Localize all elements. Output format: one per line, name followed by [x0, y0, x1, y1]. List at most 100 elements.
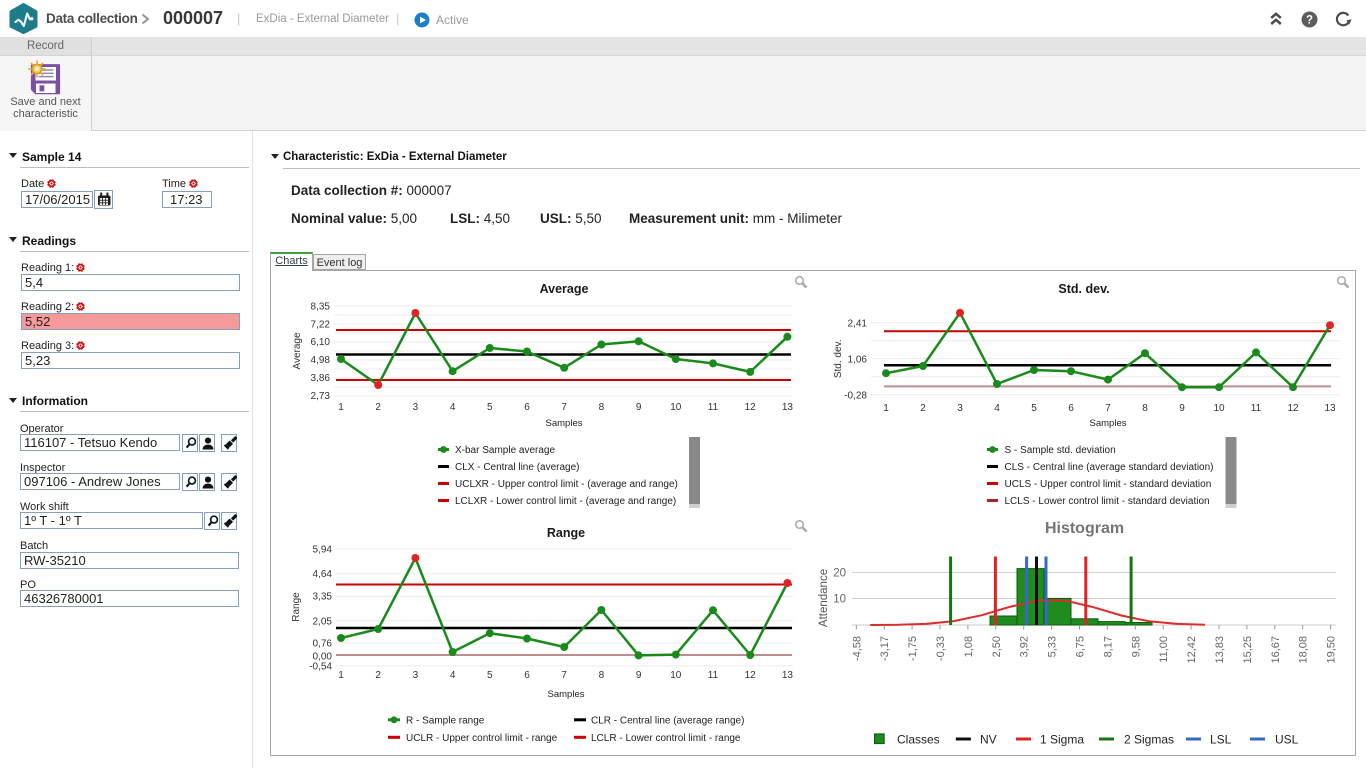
svg-text:-1,75: -1,75 [907, 636, 919, 661]
svg-text:12: 12 [1287, 403, 1299, 414]
svg-text:Histogram: Histogram [1045, 520, 1124, 537]
svg-text:10: 10 [1213, 403, 1225, 414]
svg-text:13: 13 [1324, 403, 1336, 414]
svg-text:2,41: 2,41 [848, 318, 868, 329]
svg-text:6: 6 [524, 402, 530, 413]
svg-text:2,05: 2,05 [313, 616, 333, 627]
svg-text:4: 4 [450, 670, 456, 681]
svg-text:11: 11 [708, 670, 719, 681]
svg-text:Average: Average [292, 332, 303, 370]
svg-text:3: 3 [413, 670, 419, 681]
svg-text:1,08: 1,08 [963, 636, 975, 657]
svg-text:5: 5 [487, 670, 493, 681]
svg-text:1: 1 [338, 402, 344, 413]
svg-text:CLS - Central line (average st: CLS - Central line (average standard dev… [1005, 462, 1214, 473]
svg-text:6: 6 [524, 670, 530, 681]
svg-text:11: 11 [1251, 403, 1262, 414]
svg-text:UCLXR - Upper control limit -: UCLXR - Upper control limit - (average a… [455, 479, 678, 490]
svg-text:USL: USL [1275, 733, 1299, 747]
svg-text:NV: NV [980, 733, 997, 747]
svg-text:S - Sample std. deviation: S - Sample std. deviation [1005, 445, 1116, 456]
svg-text:5: 5 [1031, 403, 1037, 414]
svg-text:-0,28: -0,28 [844, 390, 867, 401]
svg-text:8,35: 8,35 [311, 302, 331, 313]
svg-text:7,22: 7,22 [311, 320, 331, 331]
svg-text:16,67: 16,67 [1270, 636, 1282, 664]
svg-text:Samples: Samples [548, 689, 585, 700]
svg-text:R - Sample range: R - Sample range [406, 715, 485, 726]
svg-text:-0,33: -0,33 [935, 636, 947, 661]
svg-text:Range: Range [291, 592, 302, 622]
svg-text:9: 9 [636, 670, 642, 681]
svg-text:2: 2 [375, 402, 381, 413]
svg-text:3,35: 3,35 [313, 592, 333, 603]
svg-text:4,64: 4,64 [313, 569, 333, 580]
svg-text:8: 8 [599, 670, 605, 681]
svg-text:7: 7 [1105, 403, 1111, 414]
svg-text:?: ? [1306, 15, 1313, 27]
svg-text:12: 12 [745, 670, 757, 681]
svg-text:-4,58: -4,58 [851, 636, 863, 661]
svg-text:20: 20 [833, 567, 846, 579]
svg-text:5,33: 5,33 [1047, 636, 1059, 657]
svg-text:UCLR - Upper control limit - r: UCLR - Upper control limit - range [406, 733, 558, 744]
svg-text:13: 13 [782, 402, 794, 413]
svg-text:-0,54: -0,54 [309, 661, 332, 672]
svg-text:1 Sigma: 1 Sigma [1040, 733, 1084, 747]
svg-text:0,00: 0,00 [313, 651, 333, 662]
svg-text:1: 1 [883, 403, 889, 414]
svg-text:LCLS - Lower control limit - s: LCLS - Lower control limit - standard de… [1005, 496, 1210, 507]
svg-text:Classes: Classes [897, 733, 940, 747]
svg-text:1: 1 [338, 670, 344, 681]
svg-text:3,86: 3,86 [311, 373, 331, 384]
svg-text:6: 6 [1068, 403, 1074, 414]
svg-text:12: 12 [745, 402, 757, 413]
svg-text:10: 10 [833, 594, 846, 606]
svg-text:7: 7 [561, 670, 567, 681]
svg-text:8: 8 [599, 402, 605, 413]
svg-text:3: 3 [413, 402, 419, 413]
svg-text:3: 3 [957, 403, 963, 414]
svg-text:15,25: 15,25 [1242, 636, 1254, 664]
svg-text:11: 11 [708, 402, 719, 413]
svg-text:13: 13 [782, 670, 794, 681]
svg-text:10: 10 [670, 670, 682, 681]
svg-text:Samples: Samples [546, 418, 583, 429]
svg-text:7: 7 [561, 402, 567, 413]
svg-text:2,73: 2,73 [311, 391, 331, 402]
svg-text:LCLR - Lower control limit - r: LCLR - Lower control limit - range [591, 733, 741, 744]
svg-text:4,98: 4,98 [311, 355, 331, 366]
svg-text:8,17: 8,17 [1102, 636, 1114, 657]
svg-text:Range: Range [547, 526, 585, 540]
svg-text:4: 4 [994, 403, 1000, 414]
svg-text:LCLXR - Lower control limit -: LCLXR - Lower control limit - (average a… [455, 496, 676, 507]
svg-text:9: 9 [1179, 403, 1185, 414]
svg-text:6,10: 6,10 [311, 337, 331, 348]
svg-text:UCLS - Upper control limit - s: UCLS - Upper control limit - standard de… [1005, 479, 1212, 490]
svg-text:Std. dev.: Std. dev. [1058, 282, 1109, 296]
svg-text:LSL: LSL [1210, 733, 1232, 747]
svg-text:2: 2 [375, 670, 381, 681]
svg-text:11,00: 11,00 [1158, 636, 1170, 663]
svg-text:X-bar Sample average: X-bar Sample average [455, 445, 555, 456]
svg-text:CLX - Central line (average): CLX - Central line (average) [455, 462, 580, 473]
svg-text:-3,17: -3,17 [879, 636, 891, 661]
svg-text:9,58: 9,58 [1130, 636, 1142, 657]
svg-text:9: 9 [636, 402, 642, 413]
svg-text:2: 2 [920, 403, 926, 414]
svg-text:3,92: 3,92 [1019, 636, 1031, 657]
svg-text:4: 4 [450, 402, 456, 413]
svg-text:Average: Average [540, 282, 589, 296]
svg-text:19,50: 19,50 [1326, 636, 1338, 664]
svg-text:10: 10 [670, 402, 682, 413]
svg-text:2,50: 2,50 [991, 636, 1003, 657]
svg-text:Attendance: Attendance [818, 569, 830, 627]
svg-text:CLR - Central line (average ra: CLR - Central line (average range) [591, 715, 744, 726]
svg-text:5,94: 5,94 [313, 545, 333, 556]
svg-text:18,08: 18,08 [1298, 636, 1310, 664]
svg-text:Samples: Samples [1090, 418, 1127, 429]
svg-text:Std. dev.: Std. dev. [833, 339, 844, 378]
svg-text:1,06: 1,06 [848, 354, 868, 365]
svg-text:0,76: 0,76 [313, 638, 333, 649]
svg-text:13,83: 13,83 [1214, 636, 1226, 664]
